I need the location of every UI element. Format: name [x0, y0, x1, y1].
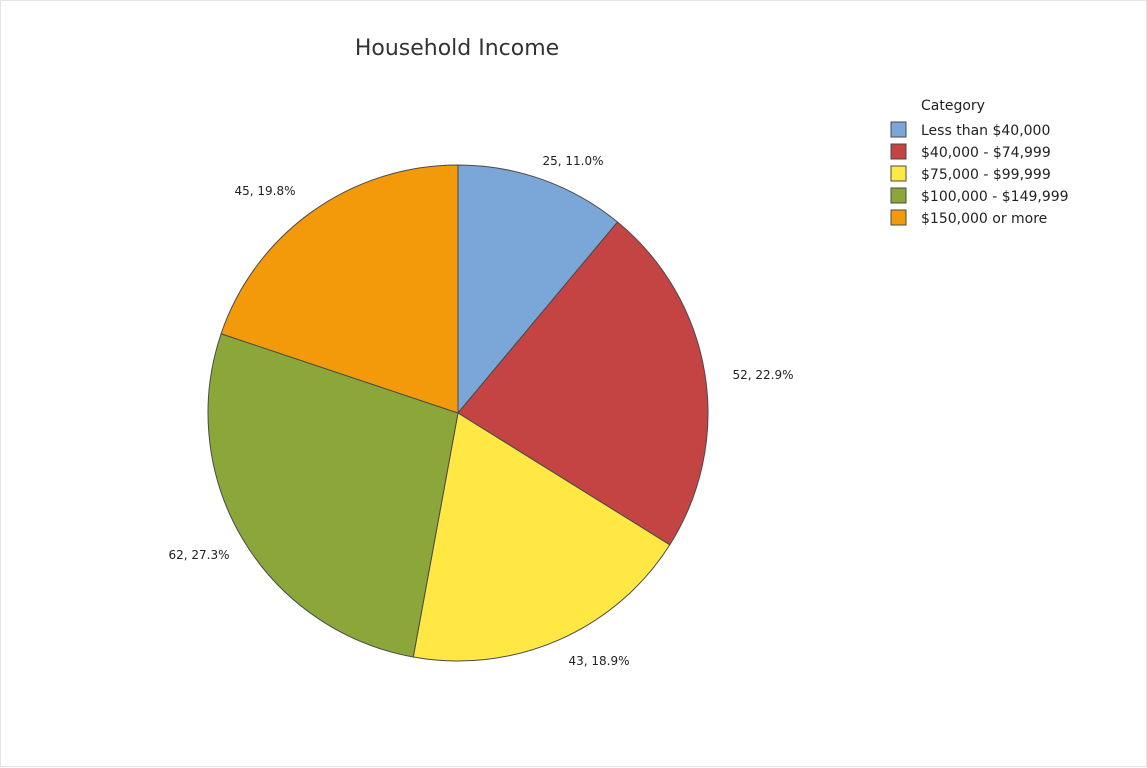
pie-slice-2	[457, 221, 709, 546]
legend-label-2: $40,000 - $74,999	[921, 145, 1051, 161]
legend-swatch-2	[890, 143, 907, 160]
slice-label-3: 43, 18.9%	[568, 654, 629, 668]
chart-title: Household Income	[355, 36, 559, 61]
legend-title: Category	[921, 98, 985, 114]
slice-label-5: 45, 19.8%	[234, 184, 295, 198]
legend-label-4: $100,000 - $149,999	[921, 189, 1069, 205]
slice-label-2: 52, 22.9%	[732, 368, 793, 382]
legend-label-5: $150,000 or more	[921, 211, 1047, 227]
pie-slice-4	[207, 333, 459, 658]
legend-swatch-3	[890, 165, 907, 182]
legend-swatch-5	[890, 209, 907, 226]
legend-swatch-4	[890, 187, 907, 204]
pie-slices	[207, 164, 709, 662]
legend-label-1: Less than $40,000	[921, 123, 1050, 139]
slice-labels: 25, 11.0% 52, 22.9% 43, 18.9% 62, 27.3% 45, …	[168, 154, 793, 668]
legend: Category Less than $40,000 $40,000 - $74,…	[890, 98, 1069, 227]
legend-swatch-1	[890, 121, 907, 138]
pie-slice-5	[220, 164, 459, 414]
pie-slice-3	[412, 412, 671, 662]
slice-label-4: 62, 27.3%	[168, 548, 229, 562]
slice-label-1: 25, 11.0%	[542, 154, 603, 168]
legend-label-3: $75,000 - $99,999	[921, 167, 1051, 183]
pie-slice-1	[457, 164, 619, 415]
